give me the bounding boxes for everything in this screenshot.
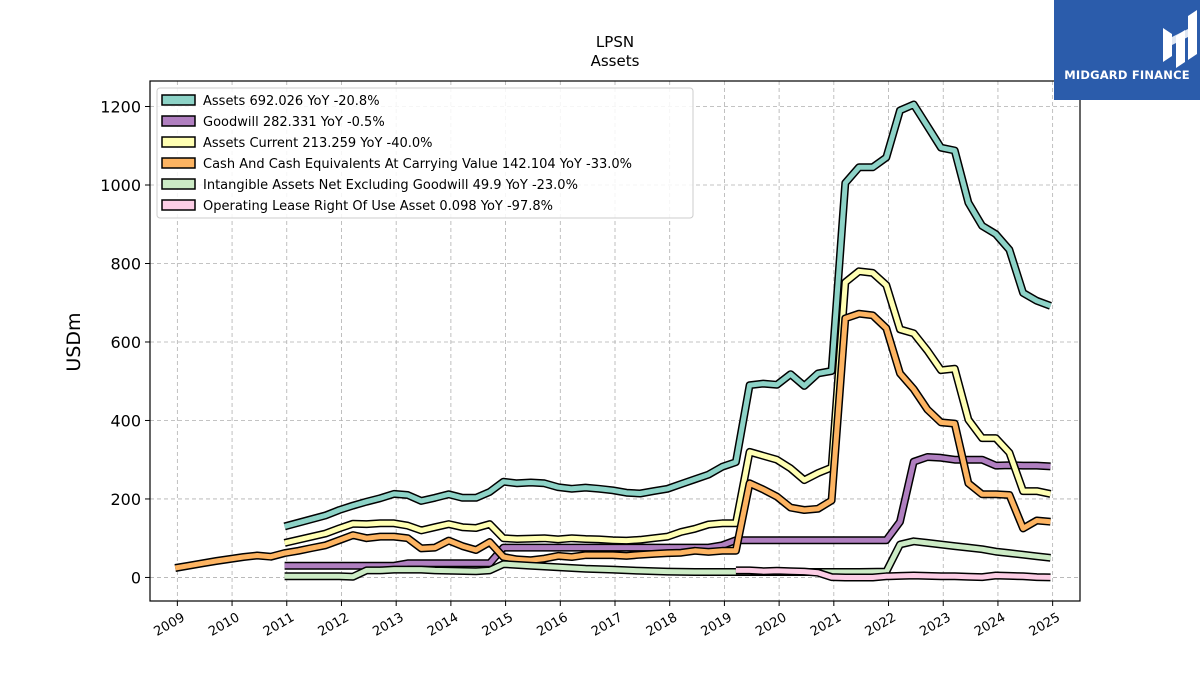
series-line (174, 311, 1051, 571)
legend-label: Assets Current 213.259 YoY -40.0% (203, 136, 433, 151)
y-tick-label: 1000 (100, 176, 141, 195)
y-tick-label: 600 (110, 333, 141, 352)
midgard-logo-icon (1163, 10, 1197, 68)
brand-name: MIDGARD FINANCE (1064, 68, 1190, 82)
y-tick-label: 800 (110, 254, 141, 273)
y-tick-label: 0 (131, 568, 141, 587)
y-tick-label: 1200 (100, 98, 141, 117)
legend: Assets 692.026 YoY -20.8% Goodwill 282.33… (156, 87, 694, 219)
x-tick-label: 2011 (261, 610, 297, 640)
brand-logo: MIDGARD FINANCE (1054, 0, 1200, 100)
legend-swatch (161, 136, 196, 148)
legend-label: Intangible Assets Net Excluding Goodwill… (203, 178, 578, 193)
y-tick-label: 200 (110, 490, 141, 509)
legend-swatch (161, 94, 196, 106)
x-tick-label: 2009 (152, 610, 188, 640)
x-tick-label: 2012 (316, 610, 352, 640)
x-tick-label: 2015 (480, 610, 516, 640)
x-tick-label: 2018 (644, 610, 680, 640)
x-tick-label: 2020 (753, 610, 789, 640)
legend-label: Operating Lease Right Of Use Asset 0.098… (203, 199, 553, 214)
x-tick-label: 2019 (699, 610, 735, 640)
x-tick-label: 2014 (425, 610, 461, 640)
x-tick-label: 2021 (808, 610, 844, 640)
x-tick-label: 2024 (972, 610, 1008, 640)
series-line (284, 538, 1051, 580)
chart-subtitle: Assets (591, 52, 640, 70)
x-tick-label: 2010 (206, 610, 242, 640)
x-tick-label: 2016 (534, 610, 570, 640)
y-tick-label: 400 (110, 411, 141, 430)
legend-swatch (161, 115, 196, 127)
y-axis-label: USDm (63, 312, 85, 371)
x-tick-label: 2017 (589, 610, 625, 640)
legend-box (156, 87, 694, 219)
series-line-outline (174, 309, 1051, 572)
chart-title: LPSN (596, 33, 634, 51)
legend-swatch (161, 157, 196, 169)
legend-swatch (161, 199, 196, 211)
series-line (283, 102, 1052, 529)
x-tick-label: 2023 (917, 610, 953, 640)
series-line-outline (283, 267, 1052, 547)
x-tick-label: 2022 (863, 610, 899, 640)
x-tick-label: 2013 (370, 610, 406, 640)
legend-label: Goodwill 282.331 YoY -0.5% (203, 115, 385, 130)
legend-label: Cash And Cash Equivalents At Carrying Va… (203, 157, 632, 172)
x-tick-label: 2025 (1027, 610, 1063, 640)
series-line (284, 268, 1052, 546)
series-group (174, 100, 1052, 582)
legend-swatch (161, 178, 196, 190)
legend-label: Assets 692.026 YoY -20.8% (203, 94, 380, 109)
series-line (735, 567, 1051, 580)
